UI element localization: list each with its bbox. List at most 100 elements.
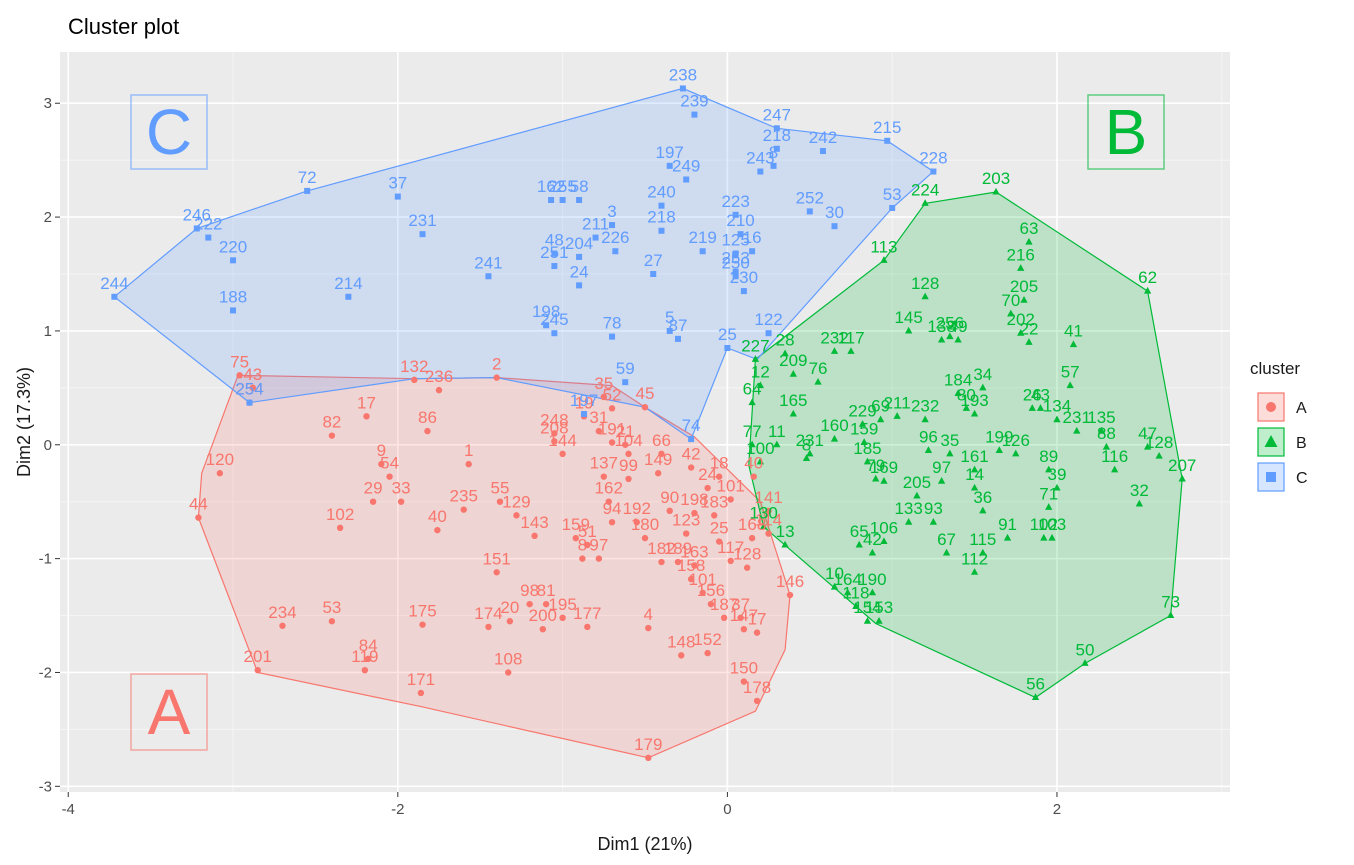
point-A [765,530,772,537]
point-B [1069,340,1078,348]
point-label: 210 [726,211,754,230]
point-C [394,193,401,200]
point-label: 132 [400,357,428,376]
point-B [1045,465,1053,473]
point-label: 53 [322,598,341,617]
point-C [679,85,686,92]
point-label: 56 [1026,675,1045,694]
point-B [781,349,789,357]
point-label: 8 [578,536,587,555]
point-A [542,600,550,608]
point-label: 153 [865,598,893,617]
point-C [345,293,352,300]
point-A [496,498,504,505]
point-label: 197 [656,143,684,162]
point-C [576,197,583,203]
point-label: 24 [570,262,589,281]
legend-symbol-C [1266,472,1276,482]
point-A [748,534,756,542]
point-label: 57 [1061,363,1080,382]
point-A [551,438,558,445]
point-C [581,411,588,418]
point-label: 161 [960,447,988,466]
point-A [641,534,649,542]
point-label: 17 [357,393,376,412]
point-label: 102 [326,505,354,524]
point-C [889,204,896,211]
point-C [622,379,629,386]
point-label: 36 [973,488,992,507]
point-label: 134 [1043,397,1071,416]
point-B [995,446,1003,453]
y-tick-label: 3 [44,95,52,112]
point-A [216,470,224,477]
point-A [691,562,698,569]
point-label: 17 [748,610,767,629]
point-label: 231 [796,431,824,450]
point-B [756,381,765,389]
point-B [852,602,860,609]
point-B [1135,499,1144,507]
point-B [748,440,756,448]
point-A [493,569,500,576]
point-A [753,629,761,636]
point-label: 81 [537,581,556,600]
point-label: 126 [1002,431,1030,450]
point-label: 18 [710,454,729,473]
point-label: 122 [754,310,782,329]
point-label: 224 [911,180,939,199]
point-label: 116 [1101,447,1128,466]
point-label: 47 [1138,424,1157,443]
x-tick-label: 2 [1053,801,1061,818]
point-label: 117 [717,538,744,557]
point-label: 97 [589,536,608,555]
point-label: 32 [1130,481,1149,500]
point-B [1020,295,1028,303]
point-label: 12 [751,363,770,382]
point-label: 244 [100,274,128,293]
point-A [753,697,761,705]
point-label: 218 [763,126,791,145]
point-B [921,292,929,300]
point-B [1031,693,1040,701]
point-A [584,623,591,631]
point-label: 49 [949,317,968,336]
point-B [1028,404,1036,411]
point-A [526,600,533,608]
point-label: 205 [1010,277,1038,296]
point-B [1025,237,1033,245]
point-A [249,384,257,392]
point-C [666,327,673,334]
point-A [579,555,586,562]
point-label: 168 [738,515,766,534]
point-A [364,655,372,662]
point-A [559,450,566,458]
point-B [789,409,797,417]
point-label: 208 [540,418,568,437]
point-B [905,517,913,525]
point-C [193,225,200,232]
point-C [485,273,492,280]
point-A [279,622,286,629]
point-label: 9 [377,441,386,460]
point-label: 169 [870,458,898,477]
point-label: 28 [776,331,795,350]
point-label: 189 [664,539,692,558]
point-B [789,369,797,377]
point-B [1073,426,1081,434]
point-A [743,564,751,571]
point-label: 14 [965,465,984,484]
point-label: 43 [243,365,262,384]
point-label: 87 [668,316,687,335]
point-label: 174 [474,604,502,623]
point-A [622,441,629,448]
point-label: 52 [603,385,622,404]
point-label: 147 [730,606,758,625]
point-A [727,557,734,565]
point-A [740,626,748,633]
point-B [1048,533,1056,541]
point-label: 106 [870,519,898,538]
point-B [905,326,913,334]
point-label: 164 [834,570,862,589]
badge-frame-B [1087,94,1165,170]
